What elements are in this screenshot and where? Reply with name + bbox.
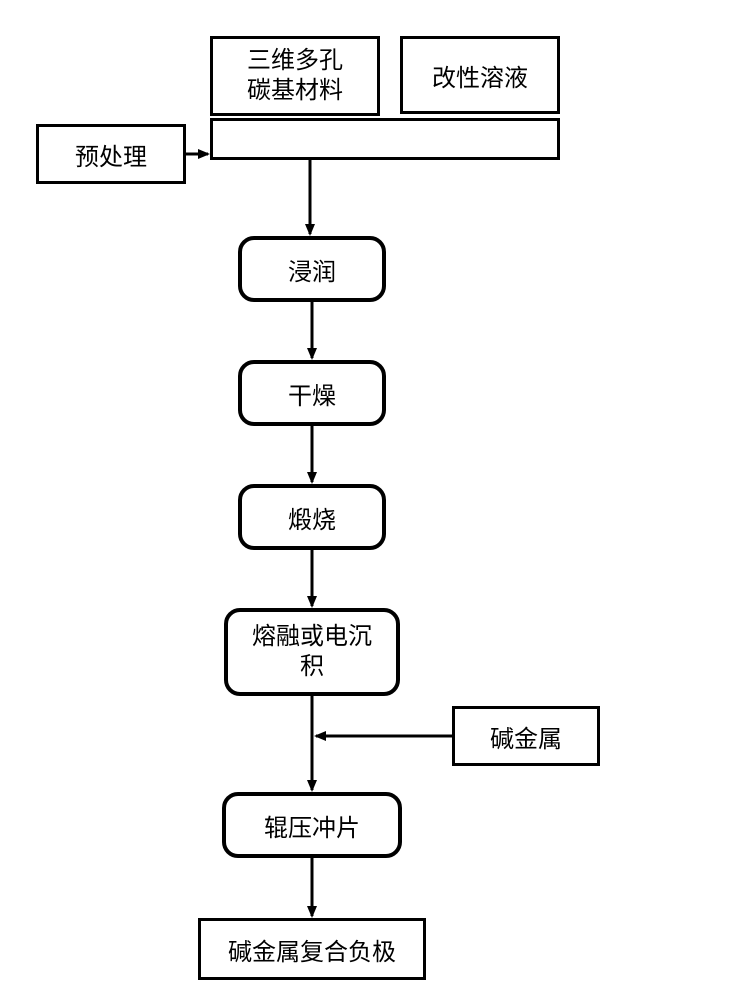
calcine-box: 煅烧 [238,484,386,550]
roll-box: 辊压冲片 [222,792,402,858]
roll-label: 辊压冲片 [264,808,360,843]
calcine-label: 煅烧 [288,500,336,535]
input-right-label: 改性溶液 [432,58,528,93]
output-box: 碱金属复合负极 [198,918,426,980]
output-label: 碱金属复合负极 [228,932,396,967]
melt-box: 熔融或电沉 积 [224,608,400,696]
input-left-label: 三维多孔 碳基材料 [247,46,343,106]
alkali-label: 碱金属 [490,719,562,754]
dry-label: 干燥 [288,376,336,411]
soak-label: 浸润 [288,252,336,287]
soak-box: 浸润 [238,236,386,302]
pretreat-box: 预处理 [36,124,186,184]
dry-box: 干燥 [238,360,386,426]
alkali-box: 碱金属 [452,706,600,766]
pretreat-label: 预处理 [75,137,147,172]
input-right-box: 改性溶液 [400,36,560,114]
input-left-box: 三维多孔 碳基材料 [210,36,380,116]
merge-box [210,118,560,160]
melt-label: 熔融或电沉 积 [252,622,372,682]
